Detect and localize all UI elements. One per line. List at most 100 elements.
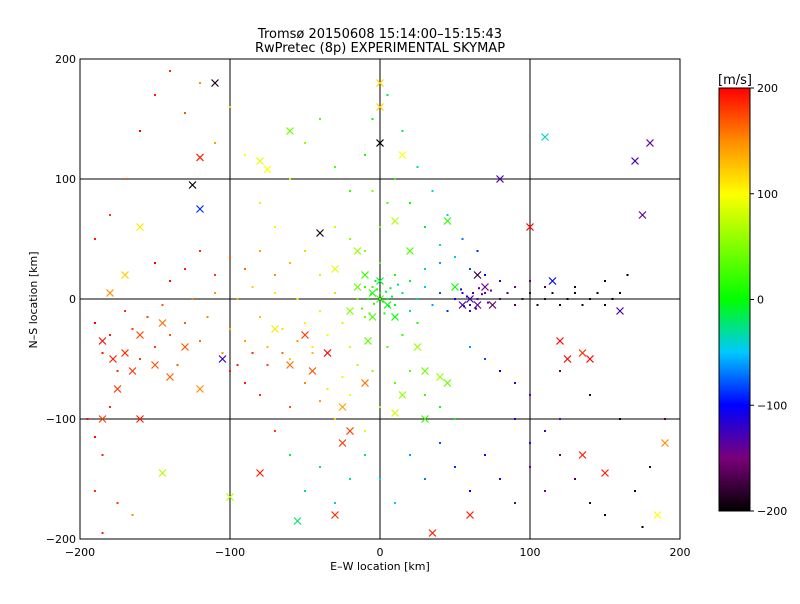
data-point-dot — [214, 292, 216, 294]
data-point-dot — [394, 304, 396, 306]
data-point-dot — [367, 298, 369, 300]
data-point-dot — [334, 418, 336, 420]
data-point-dot — [476, 250, 479, 252]
data-point-x — [338, 403, 347, 411]
data-point-dot — [94, 238, 96, 240]
data-point-dot — [146, 316, 149, 318]
data-point-x — [578, 451, 587, 459]
y-tick-label: 200 — [55, 53, 76, 66]
data-point-dot — [514, 286, 516, 288]
data-point-dot — [349, 190, 351, 192]
data-point-x — [443, 217, 452, 225]
data-point-dot — [439, 262, 441, 264]
data-point-dot — [416, 298, 419, 300]
data-point-dot — [124, 178, 126, 180]
data-point-x — [398, 391, 407, 399]
data-point-x — [256, 157, 264, 165]
data-point-dot — [304, 382, 306, 384]
data-point-dot — [364, 154, 366, 156]
data-point-dot — [326, 334, 329, 336]
data-point-dot — [416, 166, 419, 168]
data-point-x — [346, 427, 354, 435]
data-point-x — [586, 355, 594, 363]
data-point-dot — [370, 293, 372, 296]
data-point-dot — [199, 82, 201, 84]
data-point-dot — [559, 304, 561, 306]
data-point-dot — [454, 298, 456, 300]
data-point-dot — [401, 292, 404, 294]
colorbar-tick-label: 100 — [757, 188, 778, 201]
data-point-dot — [131, 328, 134, 330]
data-point-dot — [259, 394, 261, 396]
data-point-dot — [244, 340, 246, 342]
data-point-dot — [388, 305, 390, 308]
data-point-x — [286, 361, 294, 369]
data-point-dot — [475, 307, 477, 310]
data-point-dot — [409, 454, 411, 456]
data-point-x — [451, 283, 459, 291]
data-point-dot — [589, 502, 591, 504]
data-point-dot — [364, 316, 366, 318]
data-point-dot — [236, 298, 239, 300]
data-point-dot — [364, 454, 366, 456]
data-point-x — [151, 361, 159, 369]
data-point-x — [113, 385, 122, 393]
data-point-x — [323, 349, 332, 357]
data-point-dot — [379, 478, 381, 480]
data-point-x — [121, 271, 129, 279]
data-point-dot — [274, 226, 276, 228]
data-point-x — [473, 301, 482, 309]
data-point-dot — [184, 112, 186, 114]
data-point-dot — [416, 322, 419, 324]
data-point-x — [364, 337, 372, 345]
data-point-dot — [319, 466, 321, 468]
data-point-dot — [371, 190, 374, 192]
data-point-x — [136, 331, 144, 339]
data-point-dot — [274, 430, 276, 432]
data-point-dot — [514, 418, 516, 420]
data-point-x — [443, 379, 452, 387]
data-point-x — [421, 415, 429, 423]
data-point-dot — [296, 340, 299, 342]
colorbar-label: [m/s] — [718, 73, 752, 88]
data-point-dot — [499, 280, 501, 282]
x-tick-label: 200 — [670, 546, 691, 559]
y-tick-label: −200 — [46, 533, 76, 546]
data-point-dot — [281, 352, 284, 354]
data-point-dot — [521, 298, 524, 300]
data-point-x — [353, 283, 362, 291]
data-point-x — [286, 127, 294, 135]
data-point-x — [331, 265, 339, 273]
data-point-x — [196, 205, 204, 213]
data-point-dot — [289, 454, 291, 456]
data-point-dot — [566, 298, 569, 300]
data-point-x — [473, 271, 482, 279]
data-point-dot — [131, 514, 134, 516]
data-point-dot — [481, 293, 483, 296]
data-point-x — [653, 511, 662, 519]
data-point-dot — [364, 430, 366, 432]
data-point-dot — [101, 352, 104, 354]
data-point-dot — [391, 295, 393, 298]
data-point-dot — [296, 298, 299, 300]
data-point-dot — [401, 130, 404, 132]
data-point-dot — [94, 490, 96, 492]
data-point-dot — [551, 292, 554, 294]
data-point-dot — [259, 250, 261, 252]
data-point-dot — [379, 262, 381, 264]
data-point-dot — [454, 418, 456, 420]
data-point-x — [166, 373, 174, 381]
data-point-x — [391, 217, 399, 225]
data-point-dot — [289, 406, 291, 408]
data-point-dot — [371, 118, 374, 120]
data-point-dot — [266, 364, 269, 366]
chart-subtitle: RwPretec (8p) EXPERIMENTAL SKYMAP — [255, 41, 505, 56]
data-point-dot — [334, 226, 336, 228]
data-point-dot — [611, 298, 614, 300]
data-point-dot — [424, 268, 426, 270]
data-point-dot — [382, 300, 384, 303]
data-point-x — [616, 307, 624, 315]
data-point-x — [466, 511, 474, 519]
colorbar-tick-label: 200 — [757, 82, 778, 95]
